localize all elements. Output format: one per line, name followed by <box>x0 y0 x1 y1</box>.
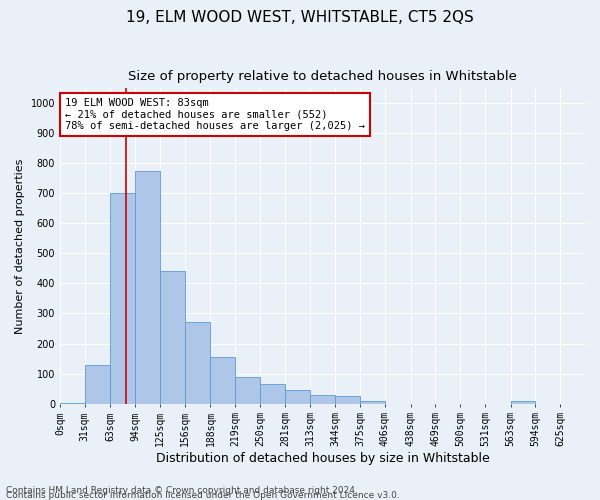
Text: 19 ELM WOOD WEST: 83sqm
← 21% of detached houses are smaller (552)
78% of semi-d: 19 ELM WOOD WEST: 83sqm ← 21% of detache… <box>65 98 365 131</box>
X-axis label: Distribution of detached houses by size in Whitstable: Distribution of detached houses by size … <box>155 452 490 465</box>
Bar <box>285 390 310 404</box>
Bar <box>235 376 260 404</box>
Bar <box>185 322 209 404</box>
Bar <box>60 403 85 404</box>
Bar <box>211 357 235 404</box>
Bar <box>85 364 110 404</box>
Y-axis label: Number of detached properties: Number of detached properties <box>15 158 25 334</box>
Bar <box>335 396 360 404</box>
Text: Contains HM Land Registry data © Crown copyright and database right 2024.: Contains HM Land Registry data © Crown c… <box>6 486 358 495</box>
Title: Size of property relative to detached houses in Whitstable: Size of property relative to detached ho… <box>128 70 517 83</box>
Bar <box>511 400 535 404</box>
Text: 19, ELM WOOD WEST, WHITSTABLE, CT5 2QS: 19, ELM WOOD WEST, WHITSTABLE, CT5 2QS <box>126 10 474 25</box>
Text: Contains public sector information licensed under the Open Government Licence v3: Contains public sector information licen… <box>6 491 400 500</box>
Bar <box>360 400 385 404</box>
Bar <box>135 171 160 404</box>
Bar <box>110 194 135 404</box>
Bar <box>260 384 285 404</box>
Bar <box>160 272 185 404</box>
Bar <box>310 394 335 404</box>
